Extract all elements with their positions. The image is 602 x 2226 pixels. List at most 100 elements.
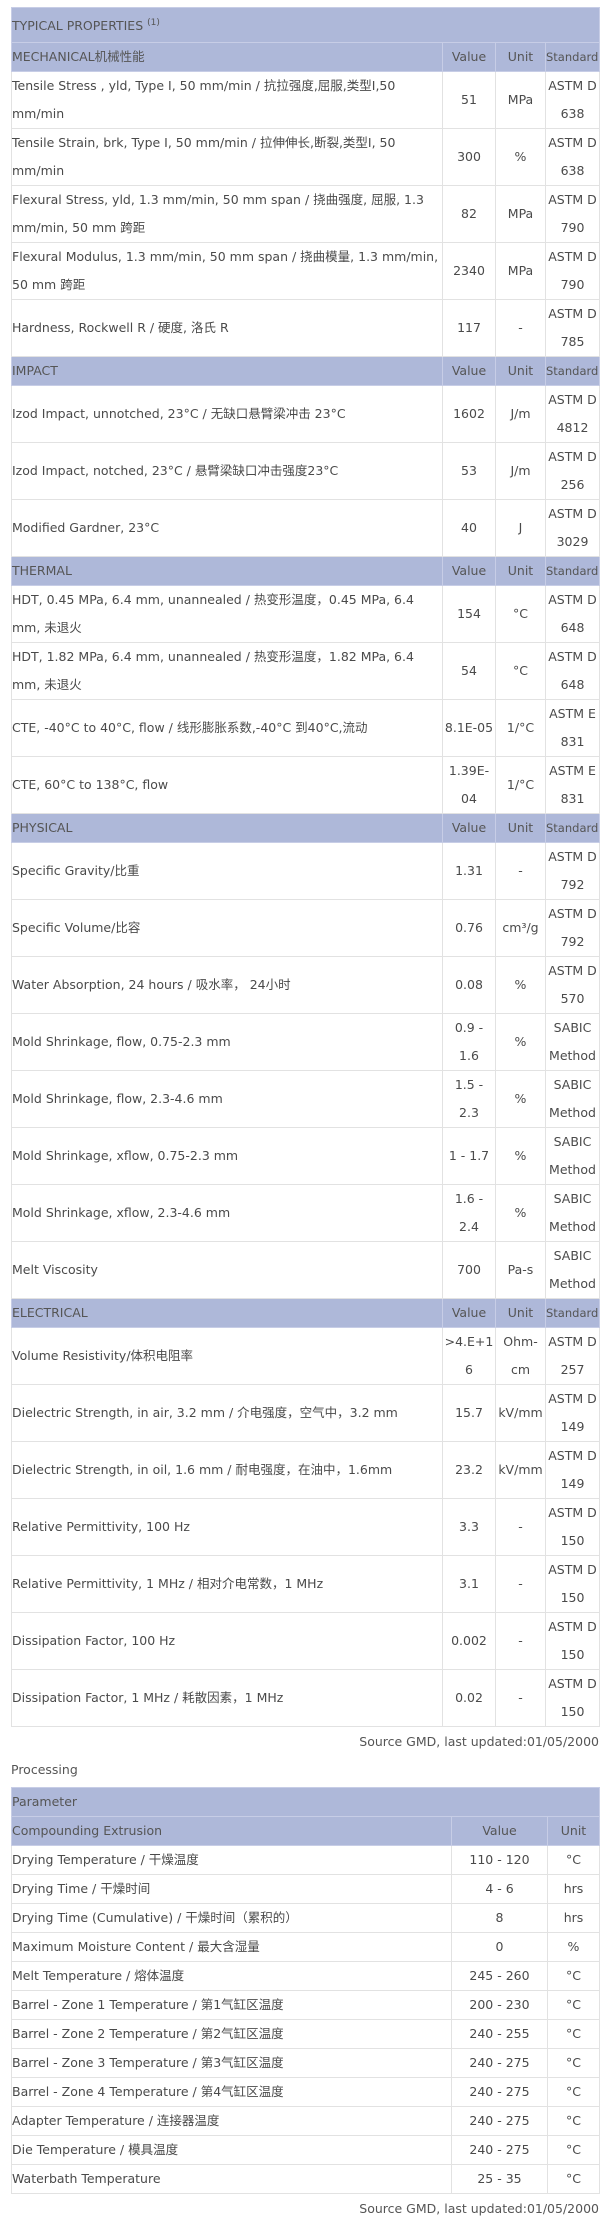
table-row: Melt Viscosity 700 Pa-s SABIC Method — [11, 1241, 600, 1299]
column-header-standard: Standard — [545, 1298, 600, 1328]
property-unit: % — [495, 956, 546, 1014]
footnote-marker: (1) — [147, 18, 160, 29]
property-unit: % — [495, 1184, 546, 1242]
property-standard: SABIC Method — [545, 1241, 600, 1299]
table-row: Volume Resistivity/体积电阻率 >4.E+16 Ohm-cm AST… — [11, 1327, 600, 1385]
parameter-header-row: Parameter — [11, 1787, 600, 1817]
table-row: Mold Shrinkage, flow, 2.3-4.6 mm 1.5 - 2.… — [11, 1070, 600, 1128]
property-standard: ASTM E 831 — [545, 756, 600, 814]
property-standard: ASTM D 257 — [545, 1327, 600, 1385]
property-label: Mold Shrinkage, flow, 2.3-4.6 mm — [11, 1070, 443, 1128]
column-header-value: Value — [442, 1298, 496, 1328]
property-unit: % — [495, 1070, 546, 1128]
parameter-label: Die Temperature / 模具温度 — [11, 2135, 452, 2165]
parameter-unit: °C — [547, 1961, 600, 1991]
property-value: 15.7 — [442, 1384, 496, 1442]
property-label: Flexural Stress, yld, 1.3 mm/min, 50 mm … — [11, 185, 443, 243]
property-value: 40 — [442, 499, 496, 557]
property-label: Izod Impact, unnotched, 23°C / 无缺口悬臂梁冲击 … — [11, 385, 443, 443]
parameter-unit: hrs — [547, 1874, 600, 1904]
property-standard: ASTM D 4812 — [545, 385, 600, 443]
property-standard: ASTM D 785 — [545, 299, 600, 357]
property-unit: MPa — [495, 71, 546, 129]
property-standard: ASTM D 648 — [545, 585, 600, 643]
property-standard: ASTM D 570 — [545, 956, 600, 1014]
column-header-value: Value — [442, 813, 496, 843]
section-name: MECHANICAL机械性能 — [11, 42, 443, 72]
property-unit: % — [495, 1013, 546, 1071]
parameter-value: 240 - 275 — [451, 2135, 548, 2165]
column-header-value: Value — [451, 1816, 548, 1846]
parameter-label: Waterbath Temperature — [11, 2164, 452, 2194]
property-unit: °C — [495, 642, 546, 700]
table-row: Dielectric Strength, in oil, 1.6 mm / 耐电… — [11, 1441, 600, 1499]
parameter-value: 240 - 255 — [451, 2019, 548, 2049]
property-unit: - — [495, 842, 546, 900]
property-standard: ASTM D 150 — [545, 1612, 600, 1670]
property-unit: MPa — [495, 242, 546, 300]
column-header-value: Value — [442, 556, 496, 586]
property-label: HDT, 0.45 MPa, 6.4 mm, unannealed / 热变形温… — [11, 585, 443, 643]
property-standard: ASTM D 3029 — [545, 499, 600, 557]
property-value: 82 — [442, 185, 496, 243]
property-label: Specific Volume/比容 — [11, 899, 443, 957]
property-value: 53 — [442, 442, 496, 500]
column-header-value: Value — [442, 42, 496, 72]
property-label: Relative Permittivity, 1 MHz / 相对介电常数，1 … — [11, 1555, 443, 1613]
table-row: Tensile Stress , yld, Type I, 50 mm/min … — [11, 71, 600, 129]
parameter-unit: % — [547, 1932, 600, 1962]
table-row: Drying Time (Cumulative) / 干燥时间（累积的） 8 hrs — [11, 1903, 600, 1933]
property-standard: ASTM D 150 — [545, 1498, 600, 1556]
property-standard: ASTM E 831 — [545, 699, 600, 757]
parameter-label: Barrel - Zone 3 Temperature / 第3气缸区温度 — [11, 2048, 452, 2078]
property-value: 0.76 — [442, 899, 496, 957]
table-row: CTE, -40°C to 40°C, flow / 线形膨胀系数,-40°C … — [11, 699, 600, 757]
typical-properties-table: TYPICAL PROPERTIES (1) MECHANICAL机械性能 Val… — [11, 7, 600, 1727]
table-row: Die Temperature / 模具温度 240 - 275 °C — [11, 2135, 600, 2165]
property-unit: kV/mm — [495, 1441, 546, 1499]
section-name: Compounding Extrusion — [11, 1816, 452, 1846]
property-standard: ASTM D 149 — [545, 1441, 600, 1499]
column-header-standard: Standard — [545, 42, 600, 72]
table-row: Modified Gardner, 23°C 40 J ASTM D 3029 — [11, 499, 600, 557]
property-value: 1602 — [442, 385, 496, 443]
section-header-row: PHYSICAL Value Unit Standard — [11, 813, 600, 843]
property-standard: ASTM D 790 — [545, 185, 600, 243]
property-label: Flexural Modulus, 1.3 mm/min, 50 mm span… — [11, 242, 443, 300]
property-value: 0.002 — [442, 1612, 496, 1670]
table-row: Adapter Temperature / 连接器温度 240 - 275 °C — [11, 2106, 600, 2136]
property-label: Modified Gardner, 23°C — [11, 499, 443, 557]
parameter-label: Drying Temperature / 干燥温度 — [11, 1845, 452, 1875]
property-value: 54 — [442, 642, 496, 700]
table-row: Flexural Stress, yld, 1.3 mm/min, 50 mm … — [11, 185, 600, 243]
table-title: TYPICAL PROPERTIES — [12, 18, 144, 34]
table-row: Mold Shrinkage, xflow, 0.75-2.3 mm 1 - 1.… — [11, 1127, 600, 1185]
parameter-unit: °C — [547, 2135, 600, 2165]
property-unit: - — [495, 299, 546, 357]
property-unit: °C — [495, 585, 546, 643]
table-row: Mold Shrinkage, xflow, 2.3-4.6 mm 1.6 - 2… — [11, 1184, 600, 1242]
parameter-label: Adapter Temperature / 连接器温度 — [11, 2106, 452, 2136]
property-label: Dissipation Factor, 1 MHz / 耗散因素，1 MHz — [11, 1669, 443, 1727]
parameter-unit: °C — [547, 2019, 600, 2049]
parameter-label: Barrel - Zone 2 Temperature / 第2气缸区温度 — [11, 2019, 452, 2049]
property-standard: ASTM D 792 — [545, 842, 600, 900]
property-unit: % — [495, 1127, 546, 1185]
parameter-header: Parameter — [11, 1787, 600, 1817]
parameter-label: Drying Time (Cumulative) / 干燥时间（累积的） — [11, 1903, 452, 1933]
section-header-row: ELECTRICAL Value Unit Standard — [11, 1298, 600, 1328]
property-value: 3.1 — [442, 1555, 496, 1613]
property-label: Mold Shrinkage, flow, 0.75-2.3 mm — [11, 1013, 443, 1071]
property-label: Water Absorption, 24 hours / 吸水率， 24小时 — [11, 956, 443, 1014]
table-row: Izod Impact, unnotched, 23°C / 无缺口悬臂梁冲击 … — [11, 385, 600, 443]
property-label: Tensile Stress , yld, Type I, 50 mm/min … — [11, 71, 443, 129]
property-unit: kV/mm — [495, 1384, 546, 1442]
table-row: Barrel - Zone 3 Temperature / 第3气缸区温度 240… — [11, 2048, 600, 2078]
property-value: 51 — [442, 71, 496, 129]
source-note: Source GMD, last updated:01/05/2000 — [359, 1734, 599, 1749]
parameter-value: 200 - 230 — [451, 1990, 548, 2020]
property-unit: Ohm-cm — [495, 1327, 546, 1385]
table-row: Relative Permittivity, 1 MHz / 相对介电常数，1 … — [11, 1555, 600, 1613]
property-unit: J — [495, 499, 546, 557]
property-label: Dissipation Factor, 100 Hz — [11, 1612, 443, 1670]
